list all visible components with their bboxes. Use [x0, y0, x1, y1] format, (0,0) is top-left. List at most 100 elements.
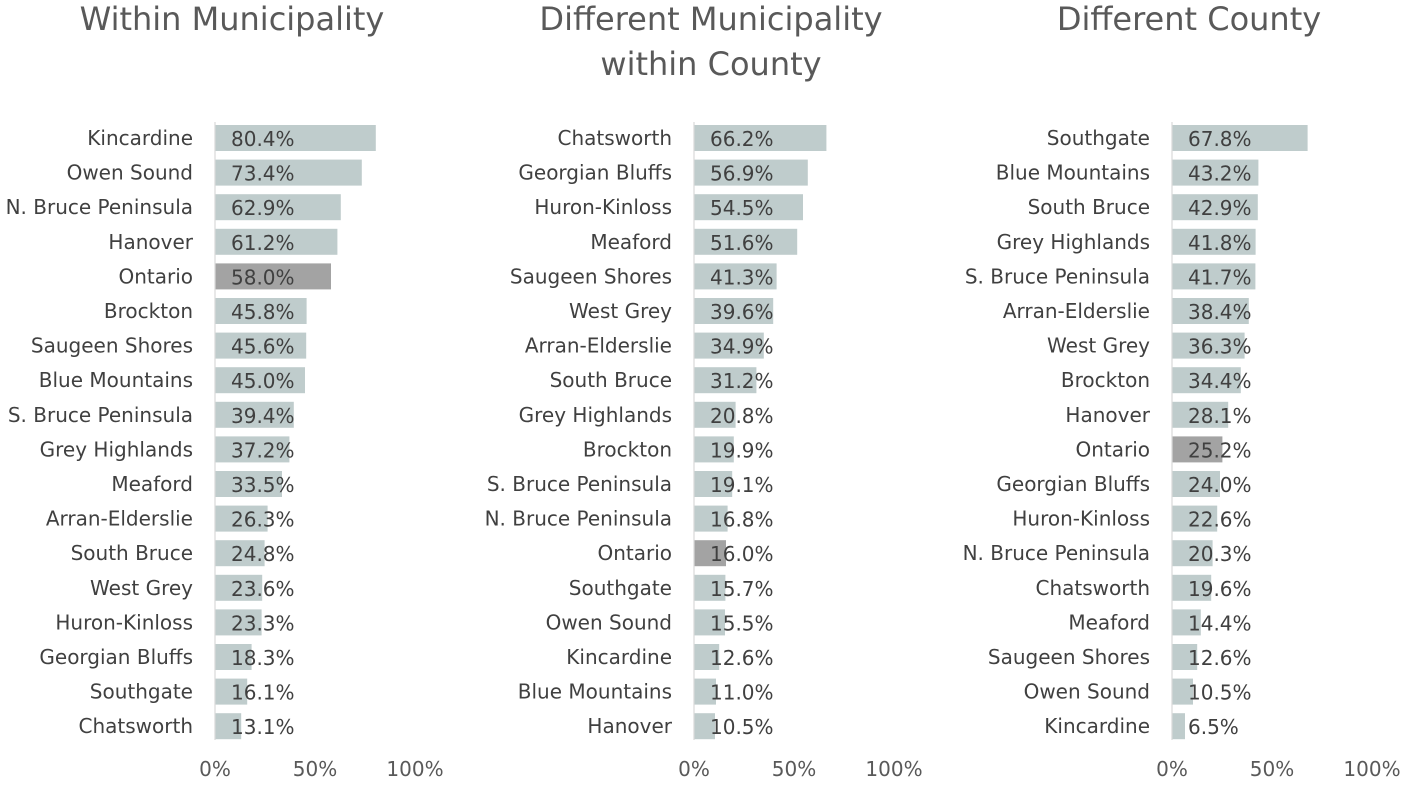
- category-label: N. Bruce Peninsula: [963, 541, 1150, 565]
- category-label: Huron-Kinloss: [1012, 507, 1150, 531]
- category-label: N. Bruce Peninsula: [485, 507, 672, 531]
- bar: [215, 228, 338, 255]
- category-label: Saugeen Shores: [31, 334, 193, 358]
- x-tick-label: 100%: [865, 757, 922, 781]
- data-label: 14.4%: [1188, 611, 1252, 635]
- category-label: Chatsworth: [79, 714, 194, 738]
- category-label: South Bruce: [71, 541, 193, 565]
- category-label: Meaford: [1068, 610, 1150, 634]
- data-label: 41.7%: [1188, 265, 1252, 289]
- chart-title: Within Municipality: [80, 0, 385, 38]
- bar: [1172, 159, 1259, 186]
- bar: [694, 713, 715, 740]
- bar: [694, 367, 757, 394]
- bar: [1172, 401, 1229, 428]
- bar: [1172, 505, 1218, 532]
- bar: [1172, 471, 1220, 497]
- data-label: 43.2%: [1188, 162, 1252, 186]
- bar: [694, 159, 808, 186]
- data-label: 26.3%: [231, 508, 295, 532]
- bar: [1172, 367, 1241, 394]
- data-label: 42.9%: [1188, 196, 1252, 220]
- bar: [1172, 574, 1212, 601]
- bar: [1172, 228, 1256, 255]
- category-label: Georgian Bluffs: [518, 161, 672, 185]
- data-label: 28.1%: [1188, 404, 1252, 428]
- category-label: Blue Mountains: [996, 161, 1150, 185]
- data-label: 19.9%: [710, 438, 774, 462]
- category-label: Southgate: [90, 680, 193, 704]
- bar: [215, 367, 305, 394]
- bar: [694, 298, 774, 324]
- category-label: Meaford: [590, 230, 672, 254]
- data-label: 31.2%: [710, 369, 774, 393]
- data-label: 15.7%: [710, 577, 774, 601]
- category-label: Georgian Bluffs: [996, 472, 1150, 496]
- category-label: Meaford: [111, 472, 193, 496]
- bar: [694, 125, 827, 151]
- bar-highlight: [1172, 436, 1223, 463]
- data-label: 36.3%: [1188, 335, 1252, 359]
- bar: [694, 228, 798, 255]
- bar: [694, 436, 734, 463]
- category-label: Huron-Kinloss: [534, 195, 672, 219]
- x-tick-label: 50%: [1250, 757, 1294, 781]
- data-label: 18.3%: [231, 646, 295, 670]
- data-label: 16.1%: [231, 681, 295, 705]
- data-label: 19.1%: [710, 473, 774, 497]
- data-label: 16.8%: [710, 508, 774, 532]
- data-label: 54.5%: [710, 196, 774, 220]
- bar: [1172, 609, 1201, 636]
- bar-highlight: [694, 540, 726, 567]
- data-label: 45.8%: [231, 300, 295, 324]
- category-label: Grey Highlands: [40, 437, 193, 461]
- data-label: 6.5%: [1188, 715, 1239, 739]
- bar: [215, 644, 252, 670]
- category-label: Owen Sound: [546, 610, 672, 634]
- data-label: 13.1%: [231, 715, 295, 739]
- bar: [694, 609, 725, 636]
- category-label: Brockton: [104, 299, 193, 323]
- category-label: West Grey: [90, 576, 193, 600]
- bar: [694, 644, 720, 670]
- category-label: Kincardine: [566, 645, 672, 669]
- data-label: 20.3%: [1188, 542, 1252, 566]
- bar: [215, 471, 282, 497]
- bar: [215, 332, 307, 359]
- chart-panel-1: Within Municipality Kincardine 80.4% Owen S…: [6, 0, 444, 781]
- bar: [694, 505, 728, 532]
- data-label: 24.0%: [1188, 473, 1252, 497]
- chart-title: Different Municipality: [539, 0, 882, 38]
- bar: [694, 194, 803, 221]
- bar: [215, 574, 263, 601]
- bar: [215, 125, 376, 151]
- category-label: Arran-Elderslie: [46, 507, 193, 531]
- data-label: 61.2%: [231, 231, 295, 255]
- bar: [1172, 125, 1308, 151]
- bar: [694, 332, 764, 359]
- data-label: 80.4%: [231, 127, 295, 151]
- data-label: 12.6%: [710, 646, 774, 670]
- data-label: 10.5%: [710, 715, 774, 739]
- bar: [215, 298, 307, 324]
- category-label: N. Bruce Peninsula: [6, 195, 193, 219]
- bar: [1172, 298, 1249, 324]
- data-label: 51.6%: [710, 231, 774, 255]
- data-label: 23.6%: [231, 577, 295, 601]
- data-label: 15.5%: [710, 611, 774, 635]
- x-tick-label: 50%: [772, 757, 816, 781]
- bar: [1172, 713, 1185, 740]
- bar: [1172, 644, 1198, 670]
- category-label: Brockton: [583, 437, 672, 461]
- data-label: 22.6%: [1188, 508, 1252, 532]
- category-label: Grey Highlands: [997, 230, 1150, 254]
- data-label: 66.2%: [710, 127, 774, 151]
- category-label: Huron-Kinloss: [55, 610, 193, 634]
- x-tick-label: 50%: [293, 757, 337, 781]
- bar: [215, 713, 242, 740]
- bar: [215, 540, 265, 567]
- data-label: 24.8%: [231, 542, 295, 566]
- category-label: West Grey: [569, 299, 672, 323]
- x-tick-label: 0%: [1156, 757, 1188, 781]
